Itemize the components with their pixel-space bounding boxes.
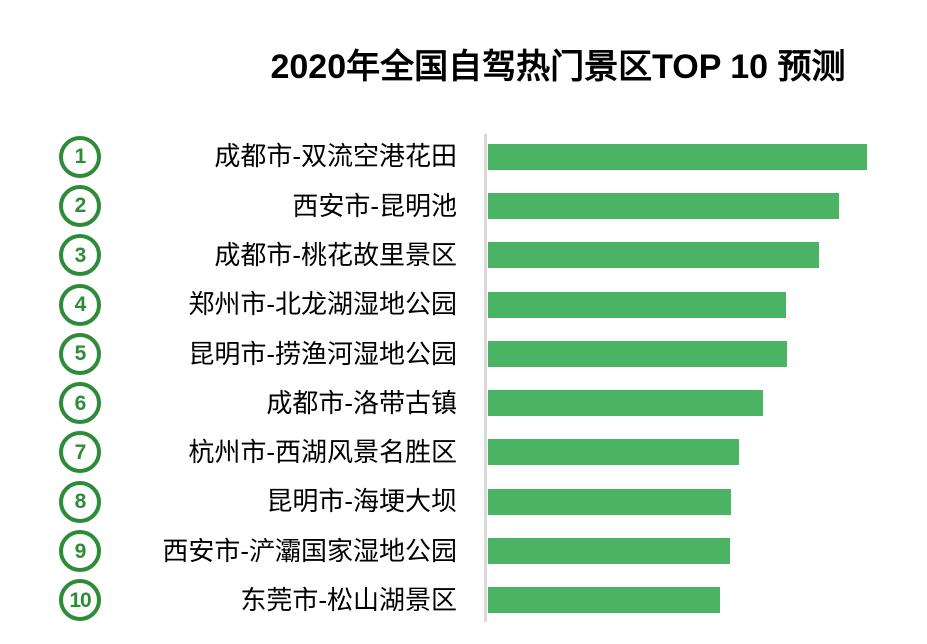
- chart-title: 2020年全国自驾热门景区TOP 10 预测: [270, 48, 846, 86]
- category-label: 成都市-双流空港花田: [214, 141, 457, 172]
- bar-chart: 1 成都市-双流空港花田 2 西安市-昆明池 3 成都市-桃花故里景区 4 郑州…: [0, 132, 927, 625]
- chart-row: 7 杭州市-西湖风景名胜区: [0, 428, 927, 477]
- chart-row: 8 昆明市-海埂大坝: [0, 477, 927, 526]
- rank-badge: 10: [59, 579, 101, 622]
- chart-row: 4 郑州市-北龙湖湿地公园: [0, 280, 927, 329]
- category-label: 郑州市-北龙湖湿地公园: [188, 289, 457, 320]
- chart-row: 1 成都市-双流空港花田: [0, 132, 927, 181]
- chart-row: 5 昆明市-捞渔河湿地公园: [0, 329, 927, 378]
- chart-row: 10 东莞市-松山湖景区: [0, 576, 927, 625]
- bar: [488, 340, 787, 367]
- category-label: 西安市-浐灞国家湿地公园: [162, 535, 457, 566]
- bar: [488, 390, 763, 417]
- chart-row: 9 西安市-浐灞国家湿地公园: [0, 526, 927, 575]
- category-label: 杭州市-西湖风景名胜区: [188, 437, 457, 468]
- rank-badge: 5: [59, 332, 101, 375]
- bar: [488, 192, 839, 219]
- category-label: 成都市-桃花故里景区: [214, 239, 457, 270]
- bar: [488, 291, 786, 318]
- category-label: 成都市-洛带古镇: [266, 387, 457, 418]
- category-label: 昆明市-海埂大坝: [266, 486, 457, 517]
- rank-badge: 3: [59, 234, 101, 277]
- bar: [488, 488, 731, 515]
- chart-row: 6 成都市-洛带古镇: [0, 378, 927, 427]
- bar: [488, 587, 720, 614]
- axis-baseline: [484, 134, 487, 622]
- rank-badge: 7: [59, 431, 101, 474]
- category-label: 西安市-昆明池: [292, 190, 457, 221]
- rank-badge: 1: [59, 135, 101, 178]
- rank-badge: 9: [59, 530, 101, 573]
- rank-badge: 8: [59, 480, 101, 523]
- bar: [488, 143, 867, 170]
- category-label: 东莞市-松山湖景区: [240, 585, 457, 616]
- rank-badge: 4: [59, 283, 101, 326]
- chart-row: 3 成都市-桃花故里景区: [0, 231, 927, 280]
- category-label: 昆明市-捞渔河湿地公园: [188, 338, 457, 369]
- bar: [488, 242, 819, 269]
- bar: [488, 439, 739, 466]
- bar: [488, 538, 730, 565]
- rank-badge: 2: [59, 184, 101, 227]
- chart-row: 2 西安市-昆明池: [0, 181, 927, 230]
- rank-badge: 6: [59, 382, 101, 425]
